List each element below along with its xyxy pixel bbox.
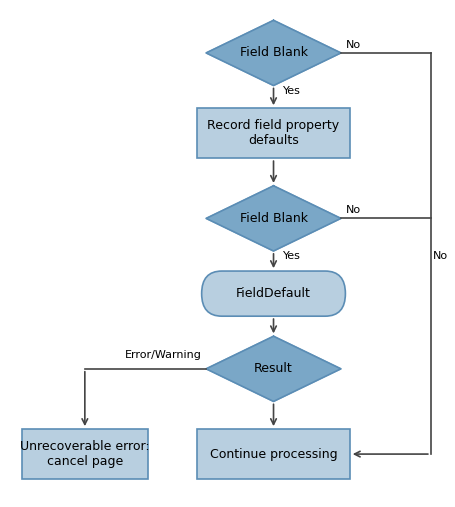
Text: No: No [432,251,447,261]
FancyBboxPatch shape [201,271,344,316]
Polygon shape [206,186,340,251]
FancyBboxPatch shape [197,429,349,479]
Text: Field Blank: Field Blank [239,212,307,225]
Text: Yes: Yes [282,86,300,95]
Text: Error/Warning: Error/Warning [125,350,201,360]
Polygon shape [206,20,340,86]
Text: FieldDefault: FieldDefault [236,287,310,300]
Text: Field Blank: Field Blank [239,47,307,59]
Polygon shape [206,336,340,402]
Text: No: No [344,40,360,50]
Text: Unrecoverable error:
cancel page: Unrecoverable error: cancel page [20,440,149,468]
Text: Continue processing: Continue processing [209,448,337,460]
Text: Record field property
defaults: Record field property defaults [207,119,339,147]
FancyBboxPatch shape [22,429,147,479]
Text: Yes: Yes [282,251,300,261]
FancyBboxPatch shape [197,108,349,158]
Text: Result: Result [253,363,292,375]
Text: No: No [344,205,360,215]
